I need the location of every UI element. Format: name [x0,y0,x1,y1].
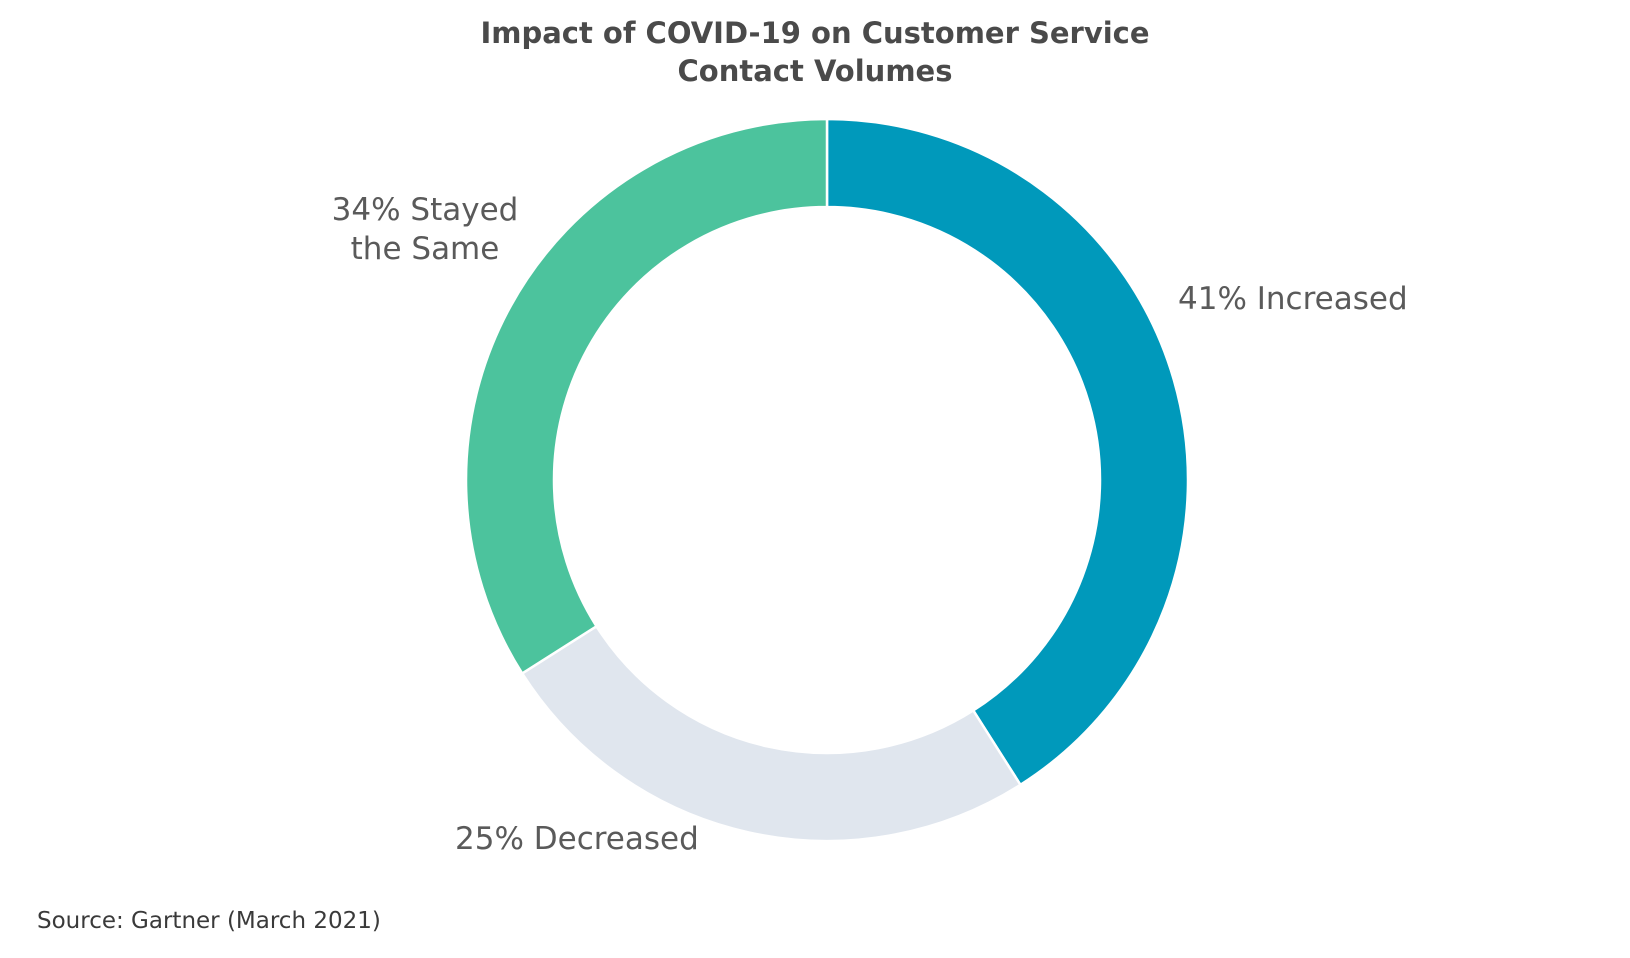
label-stayed-same: 34% Stayed the Same [325,191,525,269]
slice-stayed-same [464,117,829,676]
label-stayed-same-line-1: 34% Stayed [331,192,519,228]
source-note: Source: Gartner (March 2021) [37,908,381,934]
label-stayed-same-line-2: the Same [350,231,500,267]
label-decreased: 25% Decreased [455,820,699,859]
chart-title: Impact of COVID-19 on Customer Service C… [0,14,1630,90]
slice-increased [825,117,1190,787]
label-increased-line-1: 41% Increased [1178,281,1408,317]
label-increased: 41% Increased [1178,280,1408,319]
label-decreased-line-1: 25% Decreased [455,821,699,857]
chart-title-line-1: Impact of COVID-19 on Customer Service [480,16,1150,50]
chart-title-line-2: Contact Volumes [677,54,953,88]
slice-decreased [520,624,1023,843]
